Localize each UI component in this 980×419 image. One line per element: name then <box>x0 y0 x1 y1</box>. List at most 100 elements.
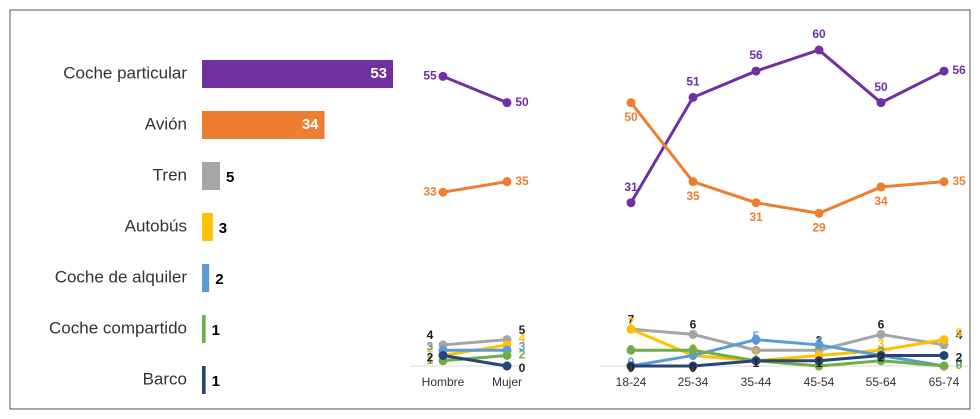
value-label: 0 <box>690 361 697 375</box>
value-label: 3 <box>427 339 434 353</box>
value-label: 3 <box>219 220 227 237</box>
point <box>688 345 698 355</box>
value-label: 56 <box>952 63 966 77</box>
value-label: 55 <box>423 69 437 83</box>
value-label: 34 <box>302 116 319 133</box>
point <box>688 329 698 339</box>
value-label: 53 <box>370 65 387 82</box>
value-label: 7 <box>628 312 635 326</box>
x-tick-label: 45-54 <box>804 375 835 389</box>
bar <box>202 213 213 241</box>
series-line <box>630 327 945 352</box>
value-label: 3 <box>690 342 697 356</box>
x-tick-label: Mujer <box>492 375 522 389</box>
bar <box>202 315 206 343</box>
bar <box>202 162 221 190</box>
series-line <box>442 74 508 105</box>
point <box>688 177 698 187</box>
x-tick-label: 55-64 <box>866 375 897 389</box>
value-label: 2 <box>519 348 526 362</box>
value-label: 1 <box>212 373 220 390</box>
value-label: 0 <box>956 358 963 372</box>
value-label: 35 <box>686 189 700 203</box>
value-label: 6 <box>690 318 697 332</box>
point <box>502 177 512 187</box>
point <box>688 92 698 102</box>
value-label: 1 <box>212 322 220 339</box>
value-label: 1 <box>816 356 823 370</box>
series-line <box>442 353 508 363</box>
value-label: 2 <box>956 351 963 365</box>
point <box>814 208 824 218</box>
value-label: 29 <box>812 220 826 234</box>
series-line <box>629 48 945 204</box>
point <box>939 350 949 360</box>
point <box>438 71 448 81</box>
value-label: 3 <box>878 336 885 350</box>
x-tick-label: Hombre <box>422 375 465 389</box>
x-tick-label: 35-44 <box>741 375 772 389</box>
point <box>502 361 512 371</box>
value-label: 3 <box>816 333 823 347</box>
value-label: 2 <box>878 351 885 365</box>
value-label: 2 <box>427 351 434 365</box>
point <box>876 98 886 108</box>
value-label: 35 <box>515 174 529 188</box>
point <box>876 350 886 360</box>
category-label: Coche de alquiler <box>55 267 188 286</box>
x-tick-label: 18-24 <box>616 375 647 389</box>
series-line <box>629 101 945 215</box>
point <box>939 361 949 371</box>
bar <box>202 366 206 394</box>
value-label: 31 <box>749 210 763 224</box>
value-label: 0 <box>628 361 635 375</box>
point <box>626 198 636 208</box>
point <box>626 345 636 355</box>
value-label: 50 <box>624 110 638 124</box>
value-label: 35 <box>952 174 966 188</box>
x-tick-label: 25-34 <box>678 375 709 389</box>
point <box>751 335 761 345</box>
value-label: 50 <box>874 80 888 94</box>
value-label: 4 <box>427 328 434 342</box>
bar <box>202 111 325 139</box>
point <box>626 324 636 334</box>
value-label: 2 <box>215 271 223 288</box>
value-label: 4 <box>816 334 823 348</box>
value-label: 1 <box>753 347 760 361</box>
point <box>626 361 636 371</box>
point <box>814 340 824 350</box>
category-label: Coche particular <box>63 63 187 82</box>
point <box>438 187 448 197</box>
point <box>626 98 636 108</box>
point <box>876 182 886 192</box>
category-label: Avión <box>145 114 187 133</box>
value-label: 33 <box>423 184 437 198</box>
value-label: 5 <box>226 169 234 186</box>
category-label: Barco <box>143 369 187 388</box>
value-label: 56 <box>749 48 763 62</box>
bar <box>202 60 393 88</box>
series-line <box>631 348 945 368</box>
category-label: Tren <box>153 165 187 184</box>
value-label: 1 <box>427 353 434 367</box>
point <box>939 66 949 76</box>
value-label: 0 <box>519 361 526 375</box>
point <box>751 356 761 366</box>
category-label: Coche compartido <box>49 318 187 337</box>
series-line <box>442 338 508 347</box>
point <box>502 98 512 108</box>
value-label: 51 <box>686 75 700 89</box>
x-tick-label: 65-74 <box>929 375 960 389</box>
value-label: 34 <box>874 194 888 208</box>
value-label: 5 <box>753 329 760 343</box>
point <box>751 66 761 76</box>
series-line <box>442 353 508 368</box>
point <box>939 177 949 187</box>
point <box>814 356 824 366</box>
value-label: 7 <box>628 315 635 329</box>
value-label: 4 <box>956 328 963 342</box>
value-label: 0 <box>956 355 963 369</box>
